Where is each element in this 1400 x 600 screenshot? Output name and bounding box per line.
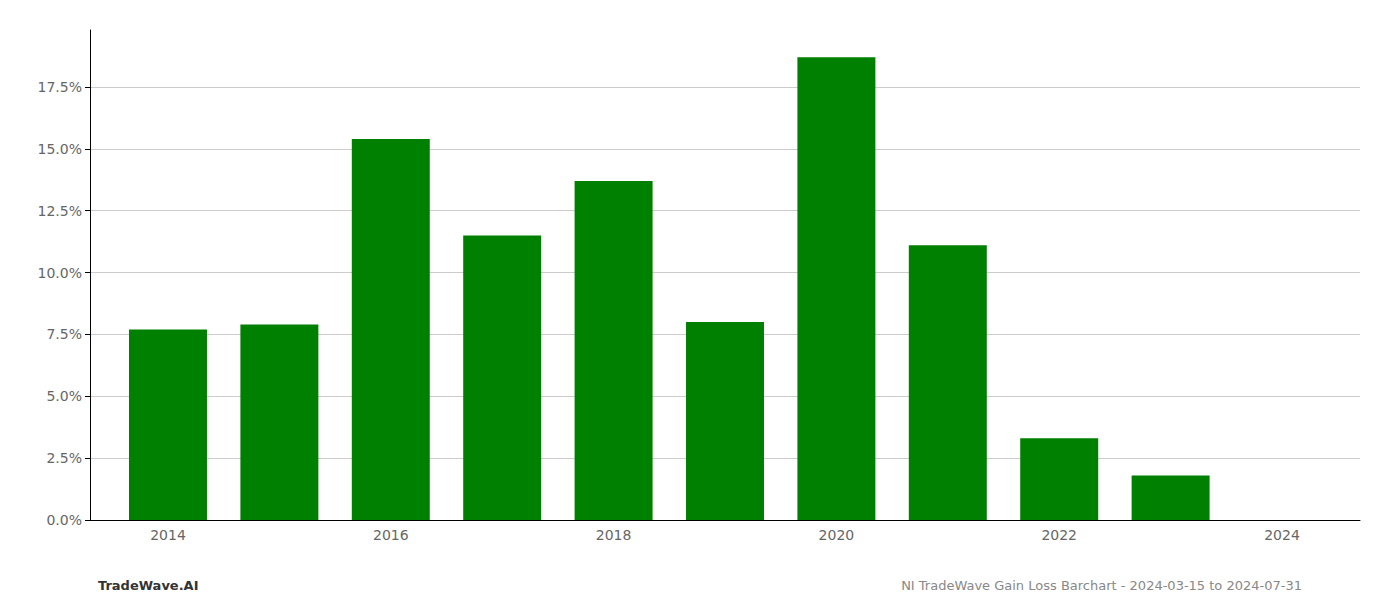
svg-text:2024: 2024 [1264,527,1300,543]
svg-text:NI TradeWave Gain Loss Barchar: NI TradeWave Gain Loss Barchart - 2024-0… [901,578,1302,593]
svg-text:2018: 2018 [596,527,632,543]
svg-text:2.5%: 2.5% [46,450,82,466]
svg-text:TradeWave.AI: TradeWave.AI [98,578,199,593]
svg-text:5.0%: 5.0% [46,388,82,404]
svg-text:2014: 2014 [150,527,186,543]
svg-text:2022: 2022 [1041,527,1077,543]
svg-text:10.0%: 10.0% [38,265,82,281]
svg-text:15.0%: 15.0% [38,141,82,157]
svg-text:12.5%: 12.5% [38,203,82,219]
svg-text:7.5%: 7.5% [46,326,82,342]
svg-text:17.5%: 17.5% [38,79,82,95]
svg-text:2016: 2016 [373,527,409,543]
svg-text:2020: 2020 [819,527,855,543]
svg-text:0.0%: 0.0% [46,512,82,528]
